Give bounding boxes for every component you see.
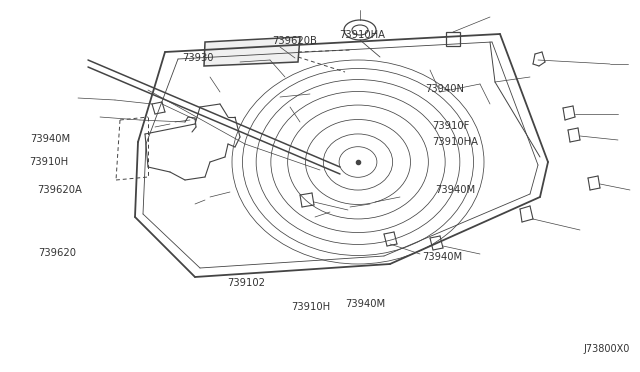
Text: 739102: 739102 (227, 279, 265, 288)
Text: 739620B: 739620B (272, 36, 317, 46)
Text: 73910H: 73910H (29, 157, 68, 167)
Text: 73910H: 73910H (291, 302, 330, 312)
Text: J73800X0: J73800X0 (584, 344, 630, 354)
Text: 739620A: 739620A (37, 185, 82, 195)
Text: 73930: 73930 (182, 53, 214, 62)
Text: 739620: 739620 (38, 248, 76, 258)
Polygon shape (204, 37, 300, 66)
Text: 73940M: 73940M (435, 185, 476, 195)
Text: 73910HA: 73910HA (432, 137, 478, 147)
Text: 73940M: 73940M (30, 135, 70, 144)
Text: 73910F: 73910F (432, 122, 469, 131)
Text: 73940N: 73940N (426, 84, 465, 94)
Text: 73940M: 73940M (346, 299, 386, 309)
Bar (446, 32, 460, 46)
Text: 73910HA: 73910HA (339, 31, 385, 40)
Text: 73940M: 73940M (422, 252, 463, 262)
